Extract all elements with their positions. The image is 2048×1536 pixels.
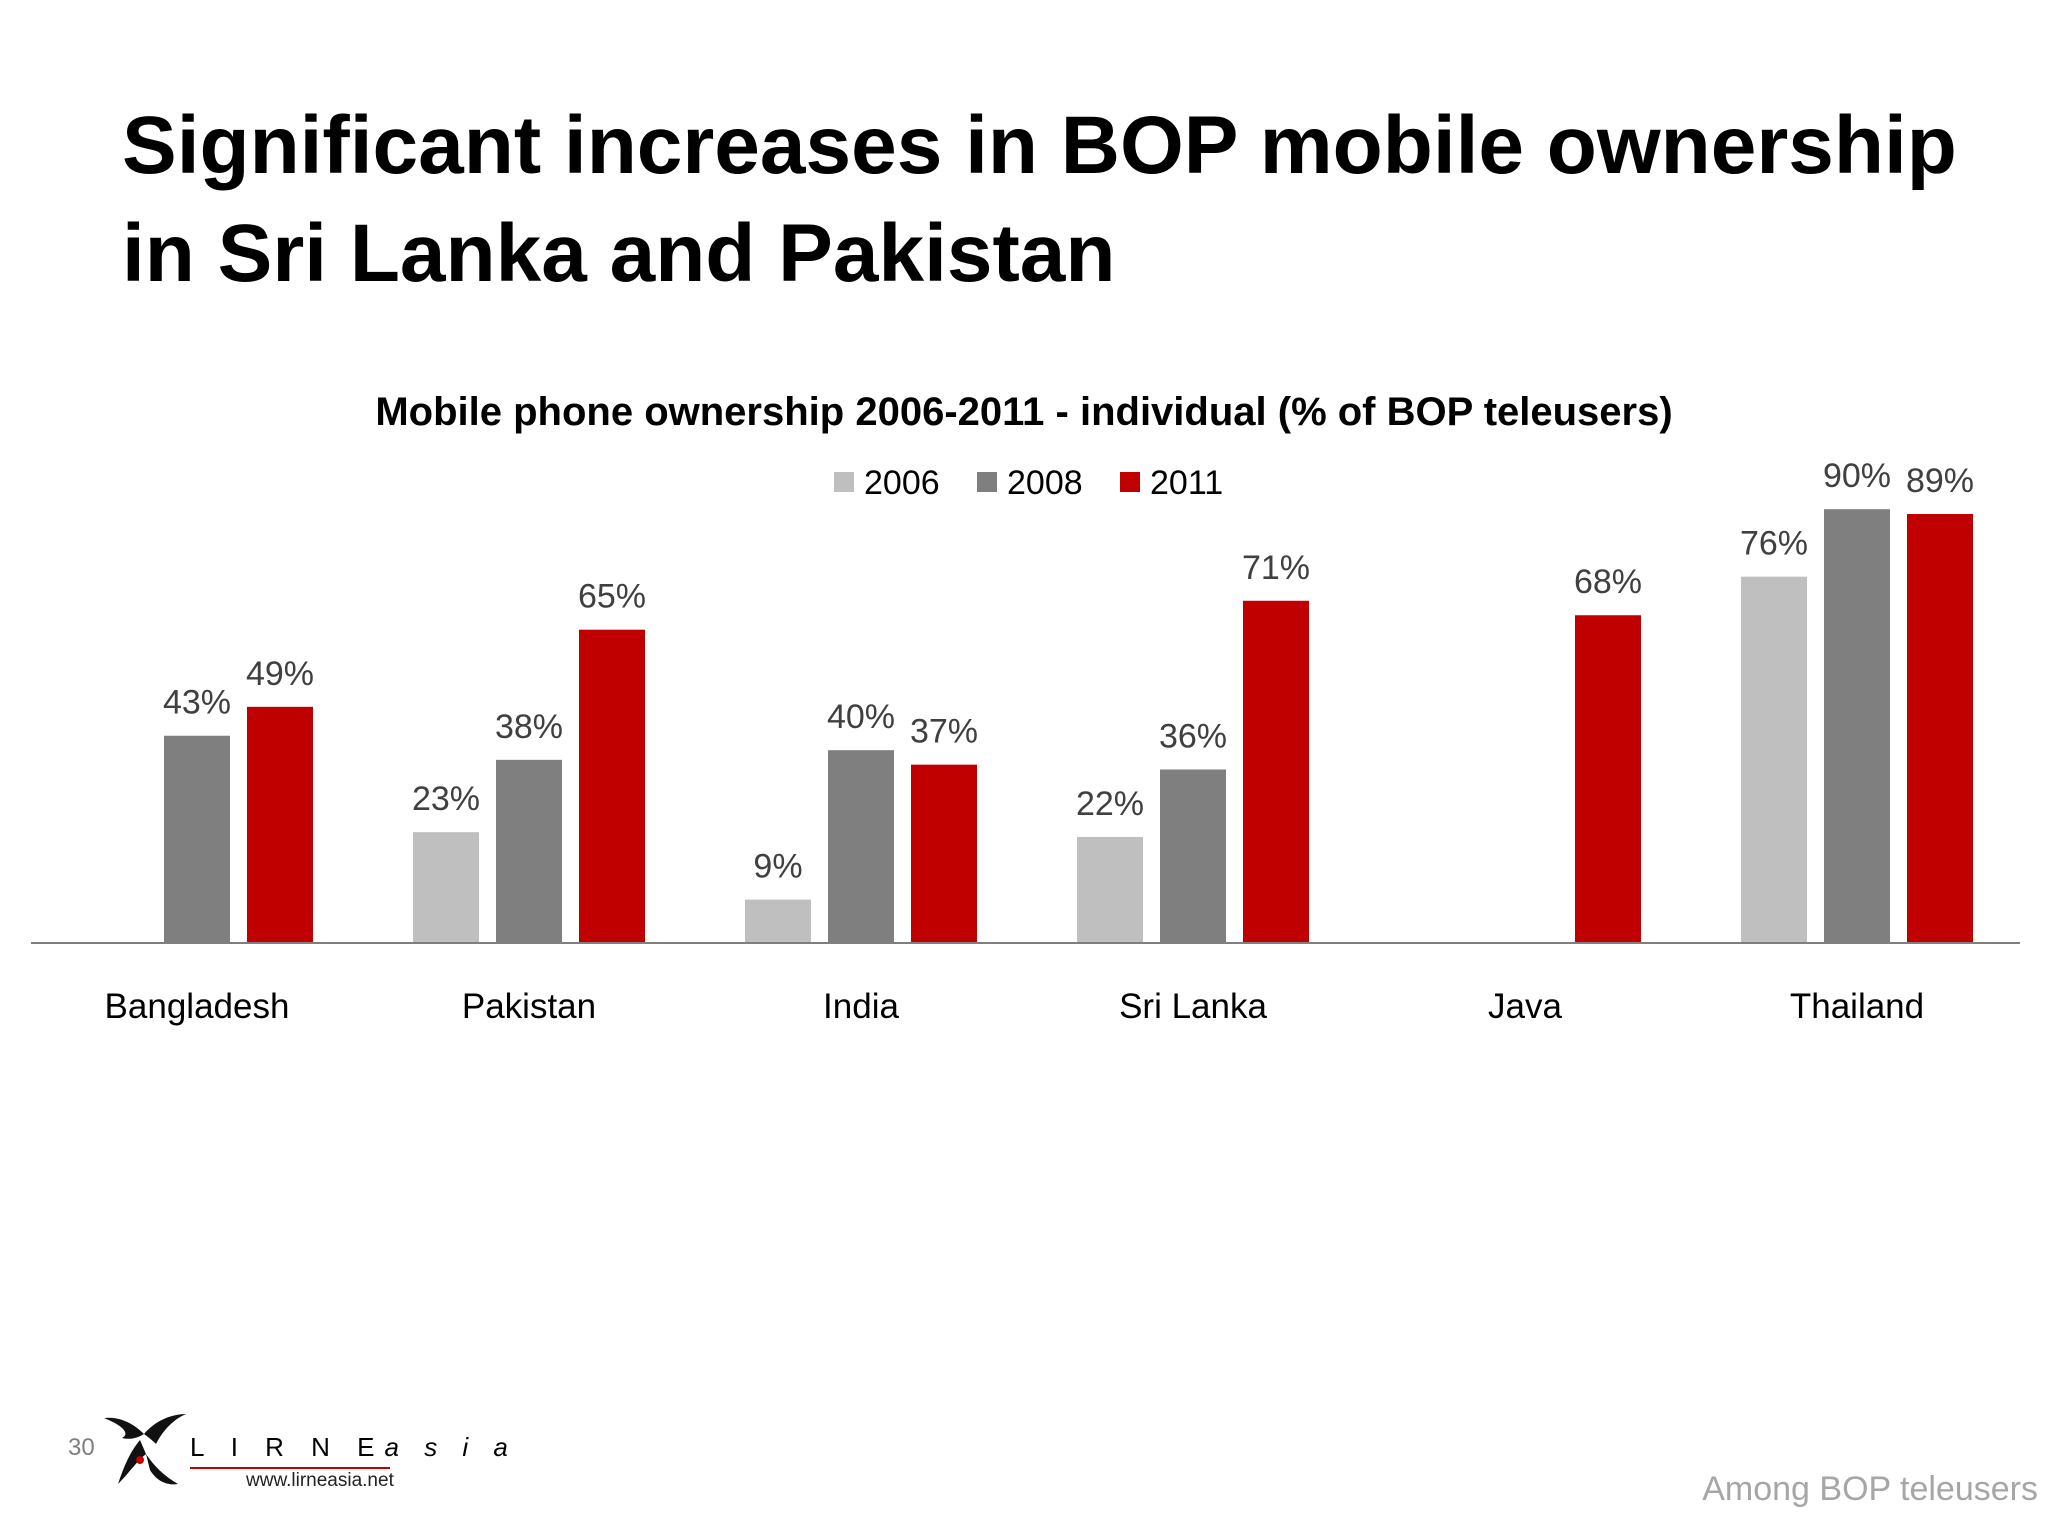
chart-data-labels: 43% 49% 23% 38% 65% 9% 40% 37% 22% 36% 71% 68% 76% 90… [163, 457, 1974, 885]
data-label-bangladesh-2008: 43% [163, 684, 231, 722]
bar-bangladesh-2008 [164, 735, 230, 943]
data-label-sri-lanka-2006: 22% [1076, 785, 1144, 823]
logo-name-lower: a s i a [384, 1432, 517, 1462]
category-label-pakistan: Pakistan [462, 987, 596, 1026]
category-label-bangladesh: Bangladesh [105, 987, 290, 1026]
bar-thailand-2011 [1907, 514, 1973, 943]
data-label-india-2006: 9% [753, 848, 802, 886]
bar-sri-lanka-2006 [1077, 836, 1143, 943]
bar-pakistan-2008 [496, 759, 562, 943]
logo-wordmark: L I R N Ea s i a [190, 1432, 517, 1463]
legend-swatch-2006 [834, 472, 854, 492]
bar-pakistan-2006 [413, 832, 479, 943]
bar-india-2011 [911, 764, 977, 943]
legend-swatch-2008 [977, 472, 997, 492]
chart-category-labels: Bangladesh Pakistan India Sri Lanka Java Thai… [105, 987, 1925, 1026]
category-label-india: India [823, 987, 899, 1026]
logo-underline [190, 1467, 390, 1469]
data-label-bangladesh-2011: 49% [246, 655, 314, 693]
bar-bangladesh-2011 [247, 706, 313, 943]
footnote: Among BOP teleusers [1702, 1470, 2038, 1508]
chart-legend: 2006 2008 2011 [834, 464, 1223, 502]
lirneasia-logo: L I R N Ea s i a www.lirneasia.net [100, 1410, 508, 1500]
lirneasia-bird-logo-icon [104, 1414, 186, 1485]
data-label-india-2008: 40% [827, 698, 895, 736]
data-label-sri-lanka-2011: 71% [1242, 549, 1310, 587]
data-label-thailand-2008: 90% [1823, 457, 1891, 495]
bar-chart: Mobile phone ownership 2006-2011 - indiv… [31, 390, 2020, 1026]
data-label-pakistan-2011: 65% [578, 578, 646, 616]
bar-thailand-2006 [1741, 576, 1807, 943]
logo-name-upper: L I R N E [190, 1432, 385, 1462]
bar-java-2011 [1575, 615, 1641, 943]
data-label-thailand-2011: 89% [1906, 462, 1974, 500]
bar-india-2006 [745, 899, 811, 943]
data-label-pakistan-2006: 23% [412, 780, 480, 818]
data-label-thailand-2006: 76% [1740, 525, 1808, 563]
bar-india-2008 [828, 750, 894, 943]
page-number: 30 [68, 1434, 95, 1461]
chart-title: Mobile phone ownership 2006-2011 - indiv… [375, 390, 1672, 434]
data-label-india-2011: 37% [910, 713, 978, 751]
chart-bars [164, 509, 1973, 943]
slide-title-line-2: in Sri Lanka and Pakistan [122, 208, 1116, 299]
legend-label-2008: 2008 [1007, 464, 1083, 502]
category-label-java: Java [1488, 987, 1562, 1026]
bar-pakistan-2011 [579, 629, 645, 943]
data-label-pakistan-2008: 38% [495, 708, 563, 746]
legend-label-2006: 2006 [864, 464, 940, 502]
data-label-java-2011: 68% [1574, 563, 1642, 601]
slide-title-line-1: Significant increases in BOP mobile owne… [122, 100, 1957, 191]
bar-sri-lanka-2011 [1243, 600, 1309, 943]
slide-title: Significant increases in BOP mobile owne… [122, 92, 1982, 308]
category-label-sri-lanka: Sri Lanka [1119, 987, 1267, 1026]
data-label-sri-lanka-2008: 36% [1159, 717, 1227, 755]
bar-thailand-2008 [1824, 509, 1890, 943]
legend-label-2011: 2011 [1150, 464, 1223, 502]
category-label-thailand: Thailand [1790, 987, 1924, 1026]
bar-sri-lanka-2008 [1160, 769, 1226, 943]
logo-url: www.lirneasia.net [246, 1470, 394, 1491]
legend-swatch-2011 [1120, 472, 1140, 492]
